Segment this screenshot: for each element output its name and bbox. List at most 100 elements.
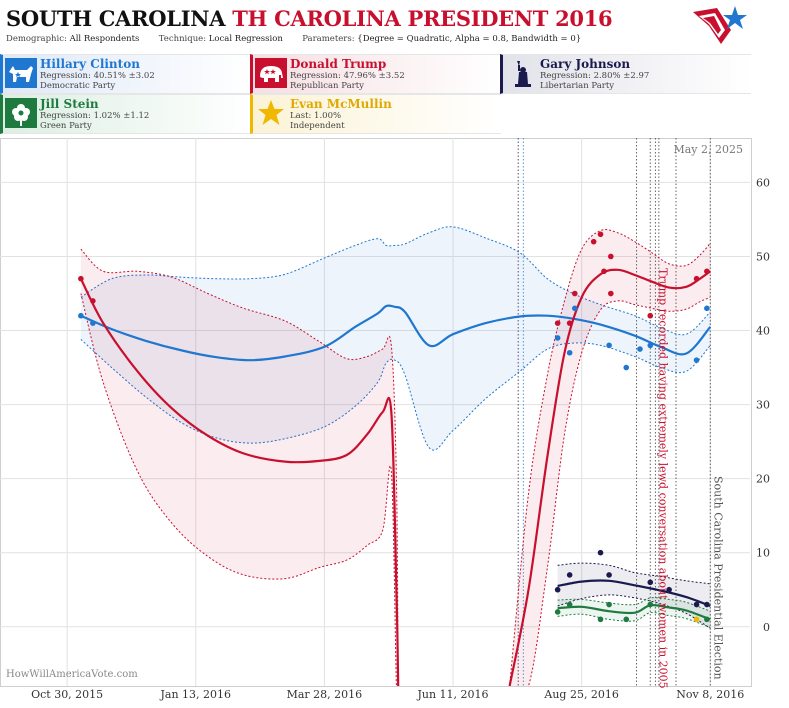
johnson-poll-point: [647, 579, 654, 586]
liberty-torch-icon: [505, 57, 537, 89]
clinton-poll-point: [78, 312, 84, 319]
clinton-poll-point: [637, 346, 643, 352]
title-state: SOUTH CAROLINA: [6, 6, 226, 31]
x-tick-label: Jun 11, 2016: [416, 688, 488, 701]
axis-labels: 0 10 20 30 40 50 60 Oct 30, 2015 Jan 13, 2016 Mar…: [31, 176, 770, 701]
stein-poll-point: [566, 601, 573, 608]
clinton-upper-bound: [80, 226, 711, 336]
x-tick-label: Aug 25, 2016: [543, 688, 619, 701]
demographic-label: Demographic:: [6, 34, 67, 44]
donkey-icon: [5, 57, 37, 89]
watermark: HowWillAmericaVote.com: [6, 669, 138, 680]
x-tick-label: Nov 8, 2016: [676, 688, 744, 701]
candidate-party: Democratic Party: [40, 81, 116, 91]
annotations: Trump recorded having extremely lewd con…: [656, 268, 724, 689]
candidate-party: Republican Party: [290, 81, 364, 91]
johnson-poll-point: [666, 586, 672, 593]
johnson-poll-point: [704, 601, 710, 608]
johnson-poll-point: [566, 572, 573, 578]
technique-label: Technique:: [158, 34, 207, 44]
johnson-band: [557, 563, 711, 629]
annotation-election: South Carolina Presidential Election: [711, 476, 724, 680]
flower-icon: [5, 97, 37, 129]
parameters-label: Parameters:: [302, 34, 355, 44]
trump-poll-point: [608, 290, 614, 297]
candidate-party: Libertarian Party: [540, 81, 615, 91]
trump-poll-point: [566, 320, 573, 326]
clinton-poll-point: [90, 320, 96, 326]
candidate-legend: Hillary Clinton Regression: 40.51% ±3.02…: [0, 52, 789, 134]
y-tick-label: 10: [756, 547, 770, 560]
johnson-poll-point: [554, 586, 561, 593]
trump-trend-line: [79, 278, 400, 686]
legend-item-trump[interactable]: Donald Trump Regression: 47.96% ±3.52 Re…: [250, 54, 501, 94]
poll-points: [78, 231, 710, 623]
clinton-poll-point: [704, 305, 710, 312]
trump-lower-bound: [509, 296, 711, 686]
candidate-name: Hillary Clinton: [40, 57, 140, 71]
stein-poll-point: [606, 601, 612, 608]
candidate-name: Donald Trump: [290, 57, 387, 71]
y-tick-label: 20: [756, 473, 770, 486]
x-tick-label: Mar 28, 2016: [287, 688, 363, 701]
candidate-name: Jill Stein: [40, 97, 99, 111]
stein-upper-bound: [557, 597, 711, 612]
confidence-bands: [80, 226, 711, 686]
clinton-trend-line: [80, 304, 712, 362]
stein-poll-point: [623, 616, 630, 623]
candidate-stat: Regression: 1.02% ±1.12: [40, 111, 150, 121]
clinton-poll-point: [693, 357, 700, 363]
site-logo: [693, 6, 747, 44]
candidate-name: Gary Johnson: [540, 57, 631, 71]
parameters-value: {Degree = Quadratic, Alpha = 0.8, Bandwi…: [357, 34, 582, 44]
page-title: SOUTH CAROLINA TH CAROLINA PRESIDENT 201…: [6, 6, 613, 31]
trump-poll-point: [554, 320, 561, 326]
trump-poll-point: [78, 275, 84, 282]
technique-value: Local Regression: [208, 34, 283, 44]
trump-poll-point: [597, 231, 604, 238]
x-tick-label: Oct 30, 2015: [31, 688, 103, 701]
candidate-stat: Last: 1.00%: [290, 111, 342, 121]
johnson-poll-point: [597, 549, 604, 556]
trump-poll-point: [90, 298, 96, 304]
johnson-upper-bound: [557, 562, 711, 585]
stein-poll-point: [647, 601, 654, 608]
stein-trend-line: [557, 603, 711, 621]
legend-item-mcmullin[interactable]: Evan McMullin Last: 1.00% Independent: [250, 94, 501, 134]
candidate-stat: Regression: 47.96% ±3.52: [290, 71, 405, 81]
y-tick-label: 0: [763, 621, 770, 634]
chart-grid: [0, 138, 750, 686]
trend-lines: [79, 268, 712, 686]
clinton-poll-point: [566, 349, 573, 356]
trump-band: [509, 229, 711, 686]
y-tick-label: 50: [756, 250, 770, 263]
mcmullin-poll-point: [693, 616, 700, 623]
candidate-name: Evan McMullin: [290, 97, 392, 111]
clinton-poll-point: [606, 342, 612, 349]
trump-poll-point: [693, 275, 700, 282]
candidate-party: Independent: [290, 121, 345, 131]
trump-upper-bound: [80, 248, 399, 686]
legend-item-clinton[interactable]: Hillary Clinton Regression: 40.51% ±3.02…: [0, 54, 251, 94]
legend-item-johnson[interactable]: Gary Johnson Regression: 2.80% ±2.97 Lib…: [500, 54, 751, 94]
annotation-lewd-tape: Trump recorded having extremely lewd con…: [656, 268, 669, 689]
parameters-line: Demographic: All Respondents Technique: …: [6, 34, 581, 44]
stein-poll-point: [597, 616, 604, 623]
candidate-party: Green Party: [40, 121, 92, 131]
clinton-poll-point: [554, 335, 561, 341]
trump-upper-bound: [509, 229, 711, 686]
clinton-poll-point: [571, 305, 578, 312]
trump-poll-point: [571, 290, 578, 297]
stein-poll-point: [554, 609, 561, 615]
stein-poll-point: [704, 616, 710, 623]
candidate-stat: Regression: 40.51% ±3.02: [40, 71, 155, 81]
y-tick-label: 60: [756, 176, 770, 189]
title-race: TH CAROLINA PRESIDENT 2016: [232, 6, 613, 31]
johnson-lower-bound: [557, 594, 711, 629]
event-lines: [517, 138, 711, 686]
trump-poll-point: [647, 312, 654, 319]
x-tick-label: Jan 13, 2016: [160, 688, 232, 701]
candidate-stat: Regression: 2.80% ±2.97: [540, 71, 650, 81]
trump-poll-point: [601, 268, 607, 275]
legend-item-stein[interactable]: Jill Stein Regression: 1.02% ±1.12 Green…: [0, 94, 251, 134]
